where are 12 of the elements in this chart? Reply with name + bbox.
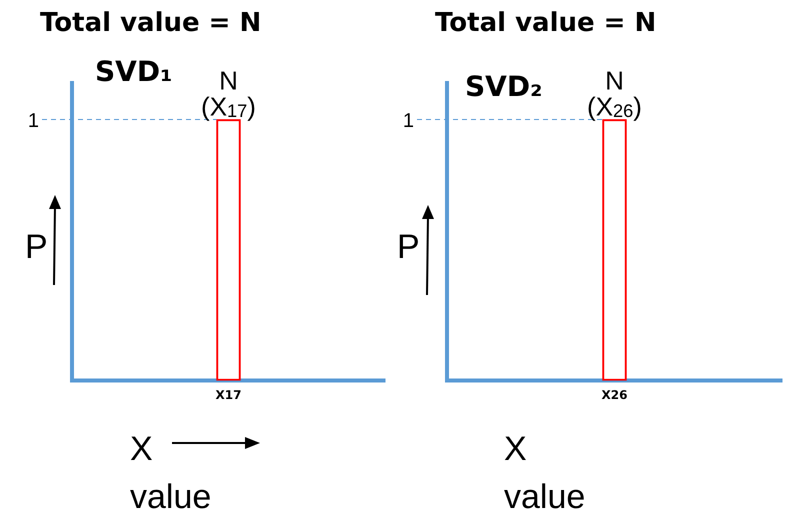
x-axis-title: X value bbox=[504, 429, 586, 518]
y-axis-title: P bbox=[397, 228, 420, 267]
chart-subtitle: SVD₁ bbox=[95, 55, 172, 88]
chart-title: Total value = N bbox=[40, 8, 262, 38]
chart-title: Total value = N bbox=[435, 8, 656, 38]
x-tick-label: X26 bbox=[602, 388, 628, 402]
ref-line-label: 1 bbox=[402, 110, 414, 132]
x-tick-label: X17 bbox=[216, 388, 242, 402]
chart-subtitle: SVD₂ bbox=[465, 70, 542, 103]
y-axis-title: P bbox=[25, 228, 48, 267]
ref-line-label: 1 bbox=[28, 110, 39, 132]
x-axis-title: X value bbox=[130, 429, 212, 518]
